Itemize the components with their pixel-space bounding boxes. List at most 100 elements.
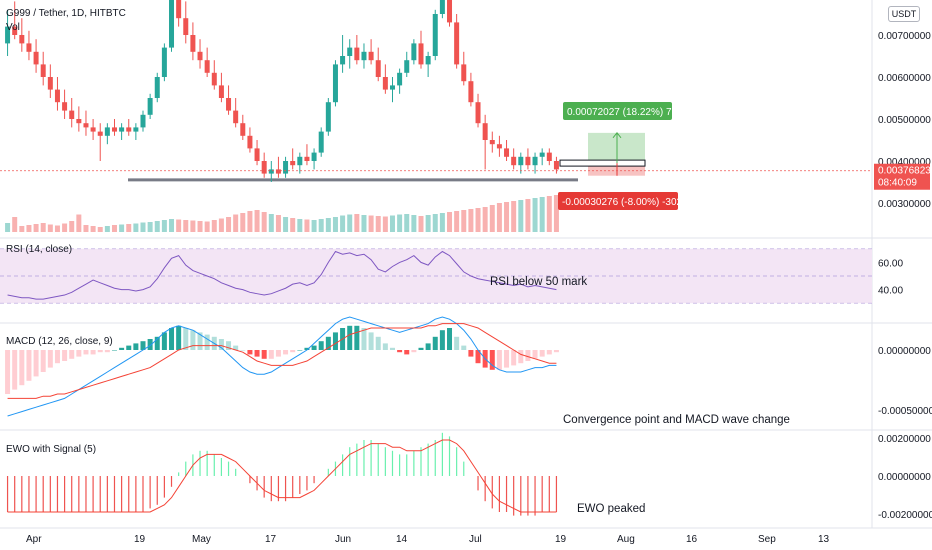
macd-histogram-bar [325, 336, 331, 350]
macd-histogram-bar [389, 347, 395, 350]
macd-histogram-bar [454, 336, 460, 350]
volume-bar [26, 225, 32, 232]
loss-badge [558, 192, 678, 210]
volume-bar [197, 221, 203, 232]
last-price-badge [874, 163, 930, 190]
macd-histogram-bar [532, 350, 538, 359]
symbol-title: G999 / Tether, 1D, HITBTC [6, 8, 126, 19]
volume-bar [104, 226, 110, 232]
volume-bar [404, 214, 410, 232]
candle-body [382, 77, 388, 90]
candle-body [468, 81, 474, 103]
profit-arrow-head [612, 132, 622, 139]
volume-bar [183, 220, 189, 232]
volume-bar [218, 218, 224, 232]
macd-histogram-bar [176, 325, 182, 350]
volume-bar [290, 218, 296, 232]
volume-bar [190, 220, 196, 232]
macd-histogram-bar [290, 350, 296, 353]
macd-histogram-bar [12, 350, 18, 390]
macd-histogram-bar [62, 350, 68, 361]
macd-histogram-bar [297, 350, 303, 351]
candle-body [318, 131, 324, 153]
rsi-tick: 40.00 [878, 286, 903, 297]
volume-bar [347, 214, 353, 232]
candle-body [418, 43, 424, 65]
macd-histogram-bar [496, 350, 502, 370]
rsi-line [7, 250, 557, 300]
volume-bar [119, 224, 125, 232]
macd-histogram-bar [19, 350, 25, 386]
candle-body [546, 152, 552, 161]
volume-bar [147, 222, 153, 232]
candle-body [304, 156, 310, 161]
macd-histogram-bar [382, 343, 388, 350]
volume-bar [511, 201, 517, 232]
macd-histogram-bar [553, 350, 559, 353]
candle-body [119, 127, 125, 132]
profit-label: 0.00072027 (18.22%) 72027 [567, 107, 694, 118]
candle-body [261, 161, 267, 174]
candle-body [425, 56, 431, 65]
volume-bar [304, 219, 310, 232]
macd-signal-line [7, 323, 557, 399]
entry-marker [559, 159, 646, 167]
candle-body [432, 14, 438, 56]
macd-histogram-bar [90, 350, 96, 355]
macd-histogram-bar [183, 328, 189, 350]
volume-bar [76, 214, 82, 232]
countdown-value: 08:40:09 [878, 178, 917, 189]
macd-histogram-bar [439, 330, 445, 350]
candle-body [5, 26, 11, 44]
macd-histogram-bar [197, 332, 203, 350]
macd-histogram-bar [133, 343, 139, 350]
price-tick: 0.00300000 [878, 199, 931, 210]
candle-body [461, 64, 467, 82]
price-tick: 0.00700000 [878, 31, 931, 42]
macd-histogram-bar [283, 350, 289, 355]
volume-bar [169, 219, 175, 232]
volume-bar [161, 220, 167, 232]
macd-histogram-bar [418, 347, 424, 350]
candle-body [475, 102, 481, 124]
ewo-tick: 0.00000000 [878, 472, 931, 483]
volume-bar [368, 215, 374, 232]
candle-body [283, 161, 289, 174]
volume-bar [425, 215, 431, 232]
candle-body [40, 64, 46, 77]
volume-bar [111, 225, 117, 232]
macd-histogram-bar [240, 350, 246, 351]
volume-label: Vol [6, 22, 20, 33]
volume-bar [283, 217, 289, 232]
volume-bar [154, 221, 160, 232]
candle-body [404, 60, 410, 73]
macd-histogram-bar [126, 345, 132, 350]
volume-bar [525, 199, 531, 232]
candle-body [190, 35, 196, 52]
volume-bar [47, 224, 53, 232]
macd-histogram-bar [518, 350, 524, 364]
currency-button[interactable]: USDT [888, 6, 920, 22]
macd-histogram-bar [190, 330, 196, 350]
candle-body [33, 51, 39, 65]
volume-bar [90, 226, 96, 232]
candle-body [54, 89, 60, 103]
volume-bar [411, 215, 417, 232]
volume-bar [83, 225, 89, 232]
time-tick: 16 [686, 534, 698, 545]
macd-histogram-bar [404, 350, 410, 355]
rsi-annotation: RSI below 50 mark [490, 276, 587, 288]
candle-body [147, 98, 153, 115]
candle-body [275, 169, 281, 174]
candle-body [368, 51, 374, 61]
volume-bar [204, 221, 210, 232]
candle-body [311, 152, 317, 161]
macd-histogram-bar [268, 350, 274, 359]
macd-histogram-bar [475, 350, 481, 364]
candle-body [233, 110, 239, 124]
last-price-value: 0.00376823 [878, 166, 931, 177]
volume-bar [54, 225, 60, 232]
rsi-title: RSI (14, close) [6, 244, 72, 255]
candle-body [489, 140, 495, 145]
